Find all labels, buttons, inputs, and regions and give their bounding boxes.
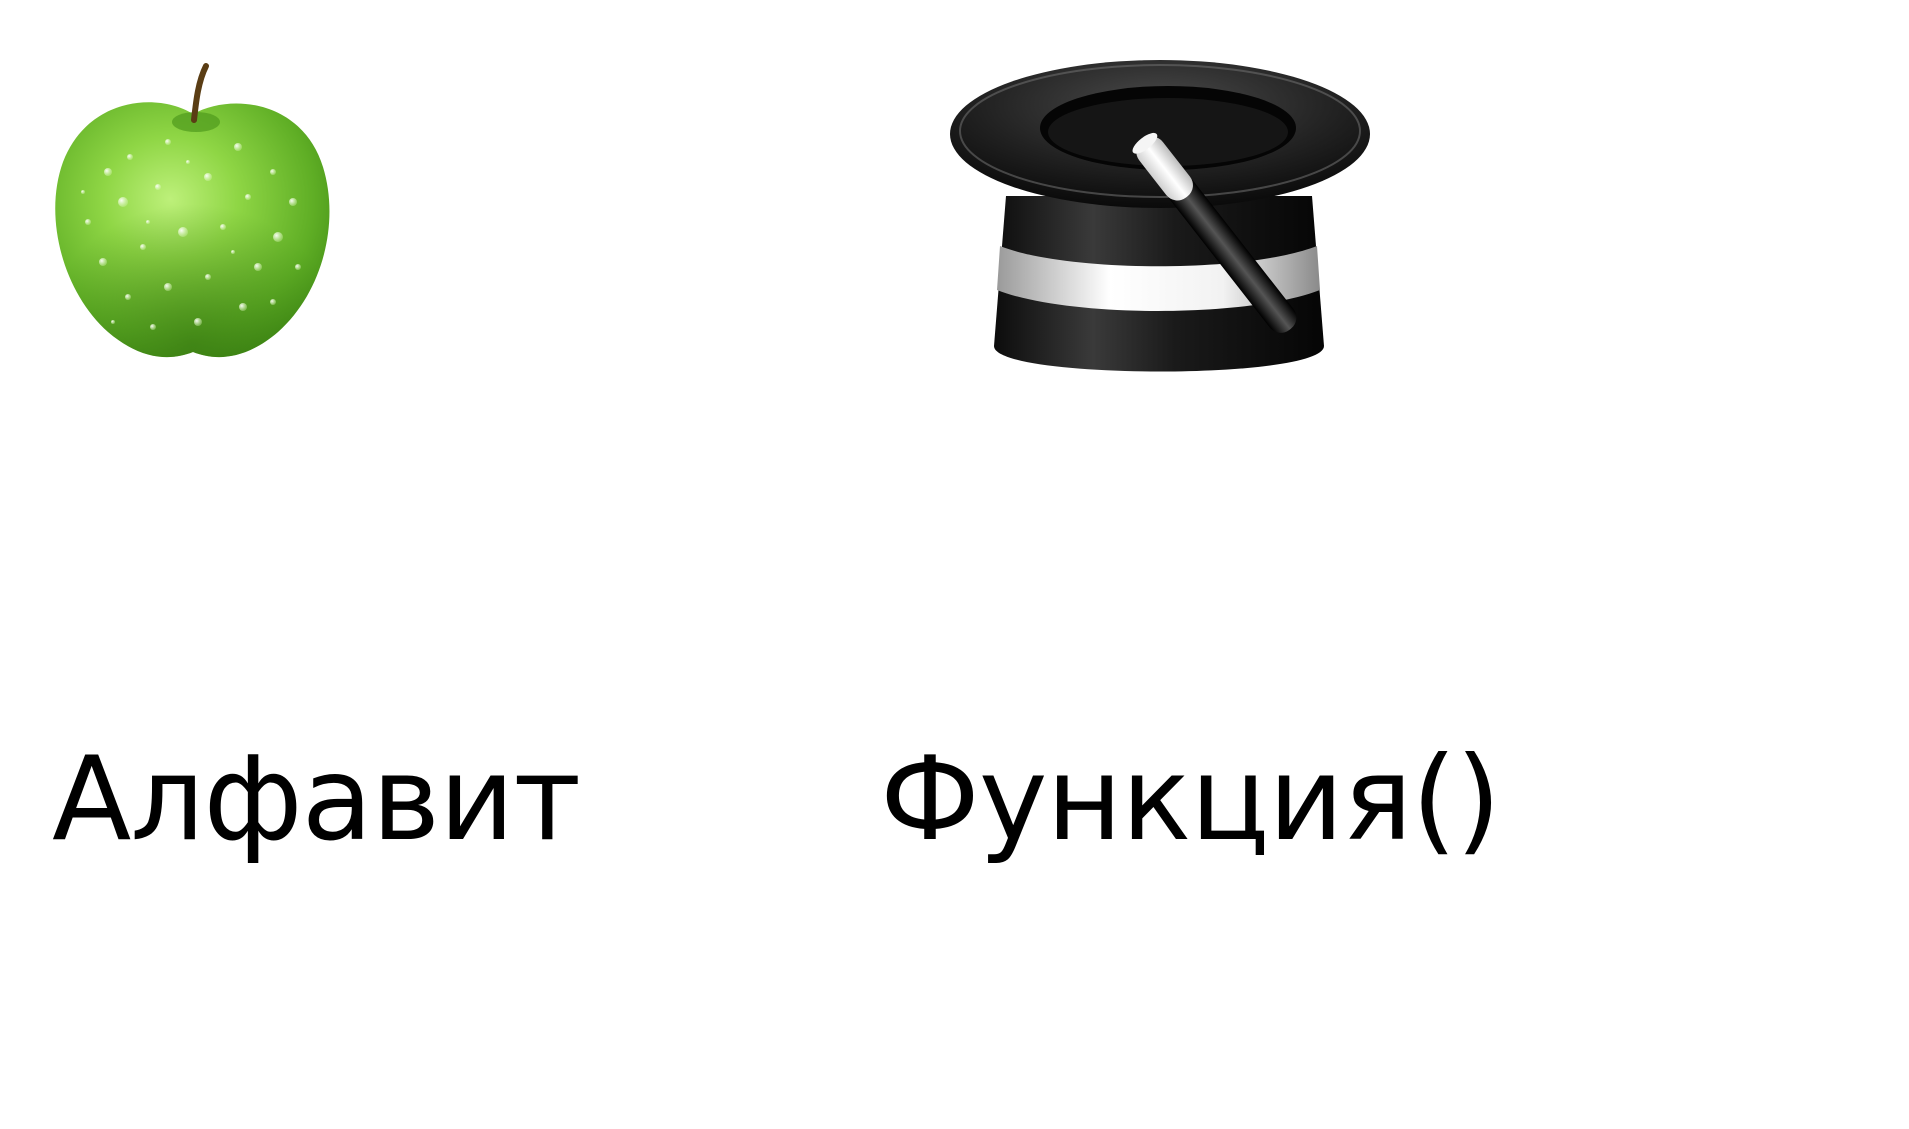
magic-hat-wand-icon (950, 60, 1370, 372)
caption-alphabet: Алфавит (52, 732, 581, 867)
green-apple-icon (55, 63, 330, 358)
caption-function: Функция() (880, 732, 1501, 867)
